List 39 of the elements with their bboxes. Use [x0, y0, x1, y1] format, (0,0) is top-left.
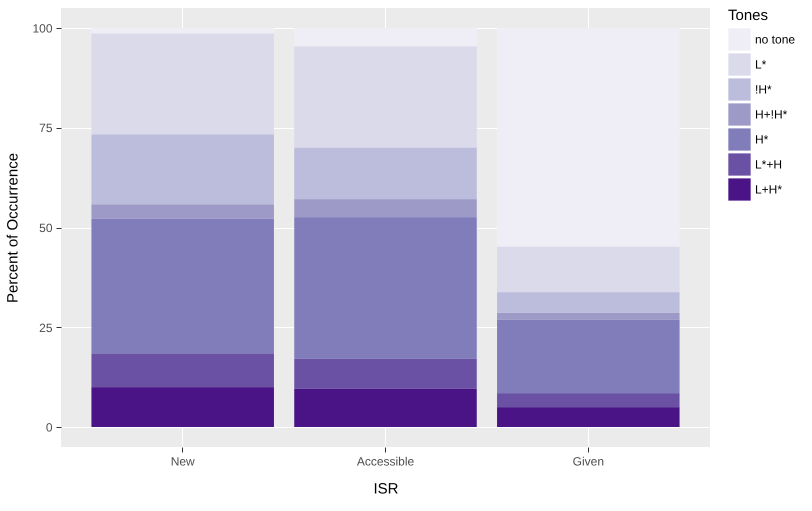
- bar: [497, 312, 680, 320]
- bar: [497, 28, 680, 247]
- y-tick-label: 0: [46, 420, 53, 435]
- y-tick-label: 50: [39, 221, 53, 235]
- bar: [294, 388, 477, 428]
- bar: [294, 199, 477, 218]
- bar: [497, 292, 680, 313]
- legend-label: !H*: [755, 82, 772, 96]
- y-axis-title: Percent of Occurrence: [4, 152, 22, 304]
- x-tick-label: Given: [572, 454, 604, 468]
- x-axis-title: ISR: [373, 480, 399, 498]
- bar: [91, 354, 274, 388]
- legend-label: H+!H*: [755, 108, 788, 122]
- x-tick-label: Accessible: [356, 454, 415, 468]
- bar: [497, 407, 680, 428]
- y-tick-label: 100: [32, 21, 53, 36]
- x-tick-label: New: [170, 454, 196, 468]
- y-tick-label: 75: [39, 121, 53, 136]
- legend-label: L*+H: [755, 158, 782, 172]
- legend-title: Tones: [728, 7, 768, 24]
- bar: [497, 246, 680, 292]
- bar: [91, 218, 274, 354]
- bar: [294, 358, 477, 389]
- legend-label: H*: [755, 132, 769, 146]
- bar: [91, 34, 274, 135]
- bar: [294, 217, 477, 359]
- legend-label: L*: [755, 58, 767, 72]
- bar: [497, 394, 680, 408]
- bar: [91, 134, 274, 204]
- legend-label: no tone: [755, 32, 796, 46]
- bar: [91, 28, 274, 34]
- bar: [294, 28, 477, 46]
- bar: [294, 148, 477, 200]
- y-tick-label: 25: [39, 320, 53, 335]
- bar: [91, 204, 274, 219]
- bar: [497, 320, 680, 394]
- bar: [294, 46, 477, 148]
- bar: [91, 387, 274, 428]
- legend-label: L+H*: [755, 182, 782, 196]
